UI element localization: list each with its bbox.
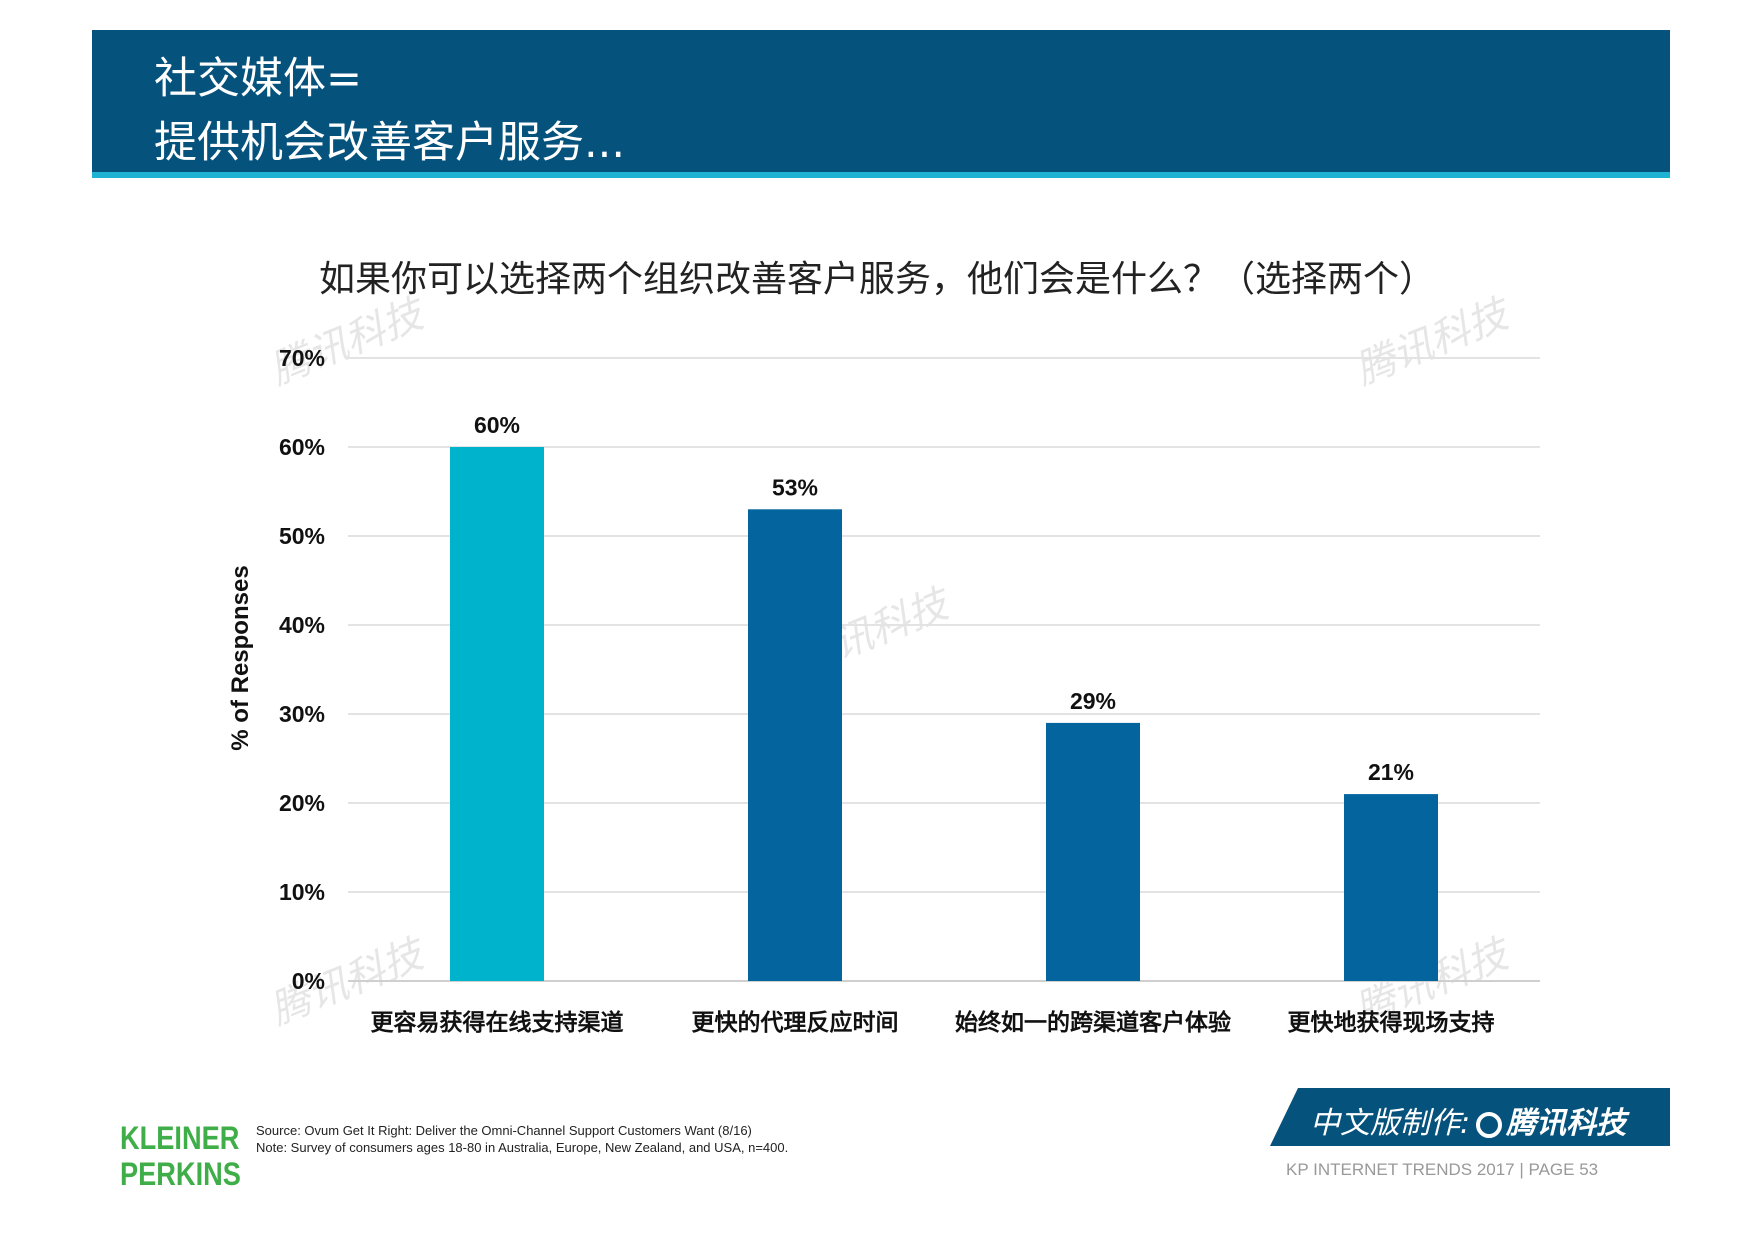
note-text: Note: Survey of consumers ages 18-80 in … bbox=[256, 1140, 789, 1155]
header-banner: 社交媒体= 提供机会改善客户服务... bbox=[92, 30, 1670, 178]
y-axis-label: % of Responses bbox=[227, 565, 254, 750]
bar bbox=[450, 447, 544, 981]
data-label: 53% bbox=[772, 474, 818, 500]
x-category-label: 更快的代理反应时间 bbox=[692, 1009, 899, 1036]
data-label: 21% bbox=[1368, 759, 1414, 785]
data-label: 60% bbox=[474, 412, 520, 438]
badge-brand: 腾讯科技 bbox=[1506, 1106, 1627, 1141]
y-tick-label: 0% bbox=[292, 968, 325, 994]
data-label: 29% bbox=[1070, 688, 1116, 714]
source-notes: Source: Ovum Get It Right: Deliver the O… bbox=[256, 1122, 788, 1156]
y-tick-label: 60% bbox=[279, 434, 325, 460]
header-title-line1: 社交媒体= bbox=[154, 54, 363, 104]
y-tick-label: 30% bbox=[279, 701, 325, 727]
source-text: Source: Ovum Get It Right: Deliver the O… bbox=[256, 1123, 752, 1138]
logo-line2: PERKINS bbox=[120, 1156, 241, 1192]
page-footer: KP INTERNET TRENDS 2017 | PAGE 53 bbox=[1286, 1160, 1599, 1179]
tencent-logo-icon bbox=[1476, 1111, 1503, 1138]
x-category-label: 更快地获得现场支持 bbox=[1288, 1009, 1495, 1036]
bar bbox=[1344, 794, 1438, 981]
bar bbox=[748, 509, 842, 981]
x-category-label: 始终如一的跨渠道客户体验 bbox=[955, 1009, 1231, 1036]
translation-badge: 中文版制作: 腾讯科技 bbox=[1270, 1088, 1670, 1146]
y-tick-label: 50% bbox=[279, 523, 325, 549]
y-tick-label: 40% bbox=[279, 612, 325, 638]
chart-title: 如果你可以选择两个组织改善客户服务，他们会是什么？（选择两个） bbox=[318, 259, 1435, 300]
logo-line1: KLEINER bbox=[120, 1120, 240, 1156]
y-tick-label: 20% bbox=[279, 790, 325, 816]
bar bbox=[1046, 722, 1140, 981]
y-tick-label: 10% bbox=[279, 879, 325, 905]
header-title-line2: 提供机会改善客户服务... bbox=[154, 118, 626, 168]
x-category-label: 更容易获得在线支持渠道 bbox=[371, 1009, 624, 1036]
bar-chart: 0% 10% 20% 30% 40% 50% 60% 70% 60% 更容易获得在线支持渠道 53%… bbox=[227, 345, 1540, 1036]
kleiner-perkins-logo: KLEINER PERKINS bbox=[120, 1120, 241, 1192]
y-tick-label: 70% bbox=[279, 345, 325, 371]
badge-prefix: 中文版制作: bbox=[1310, 1106, 1471, 1141]
